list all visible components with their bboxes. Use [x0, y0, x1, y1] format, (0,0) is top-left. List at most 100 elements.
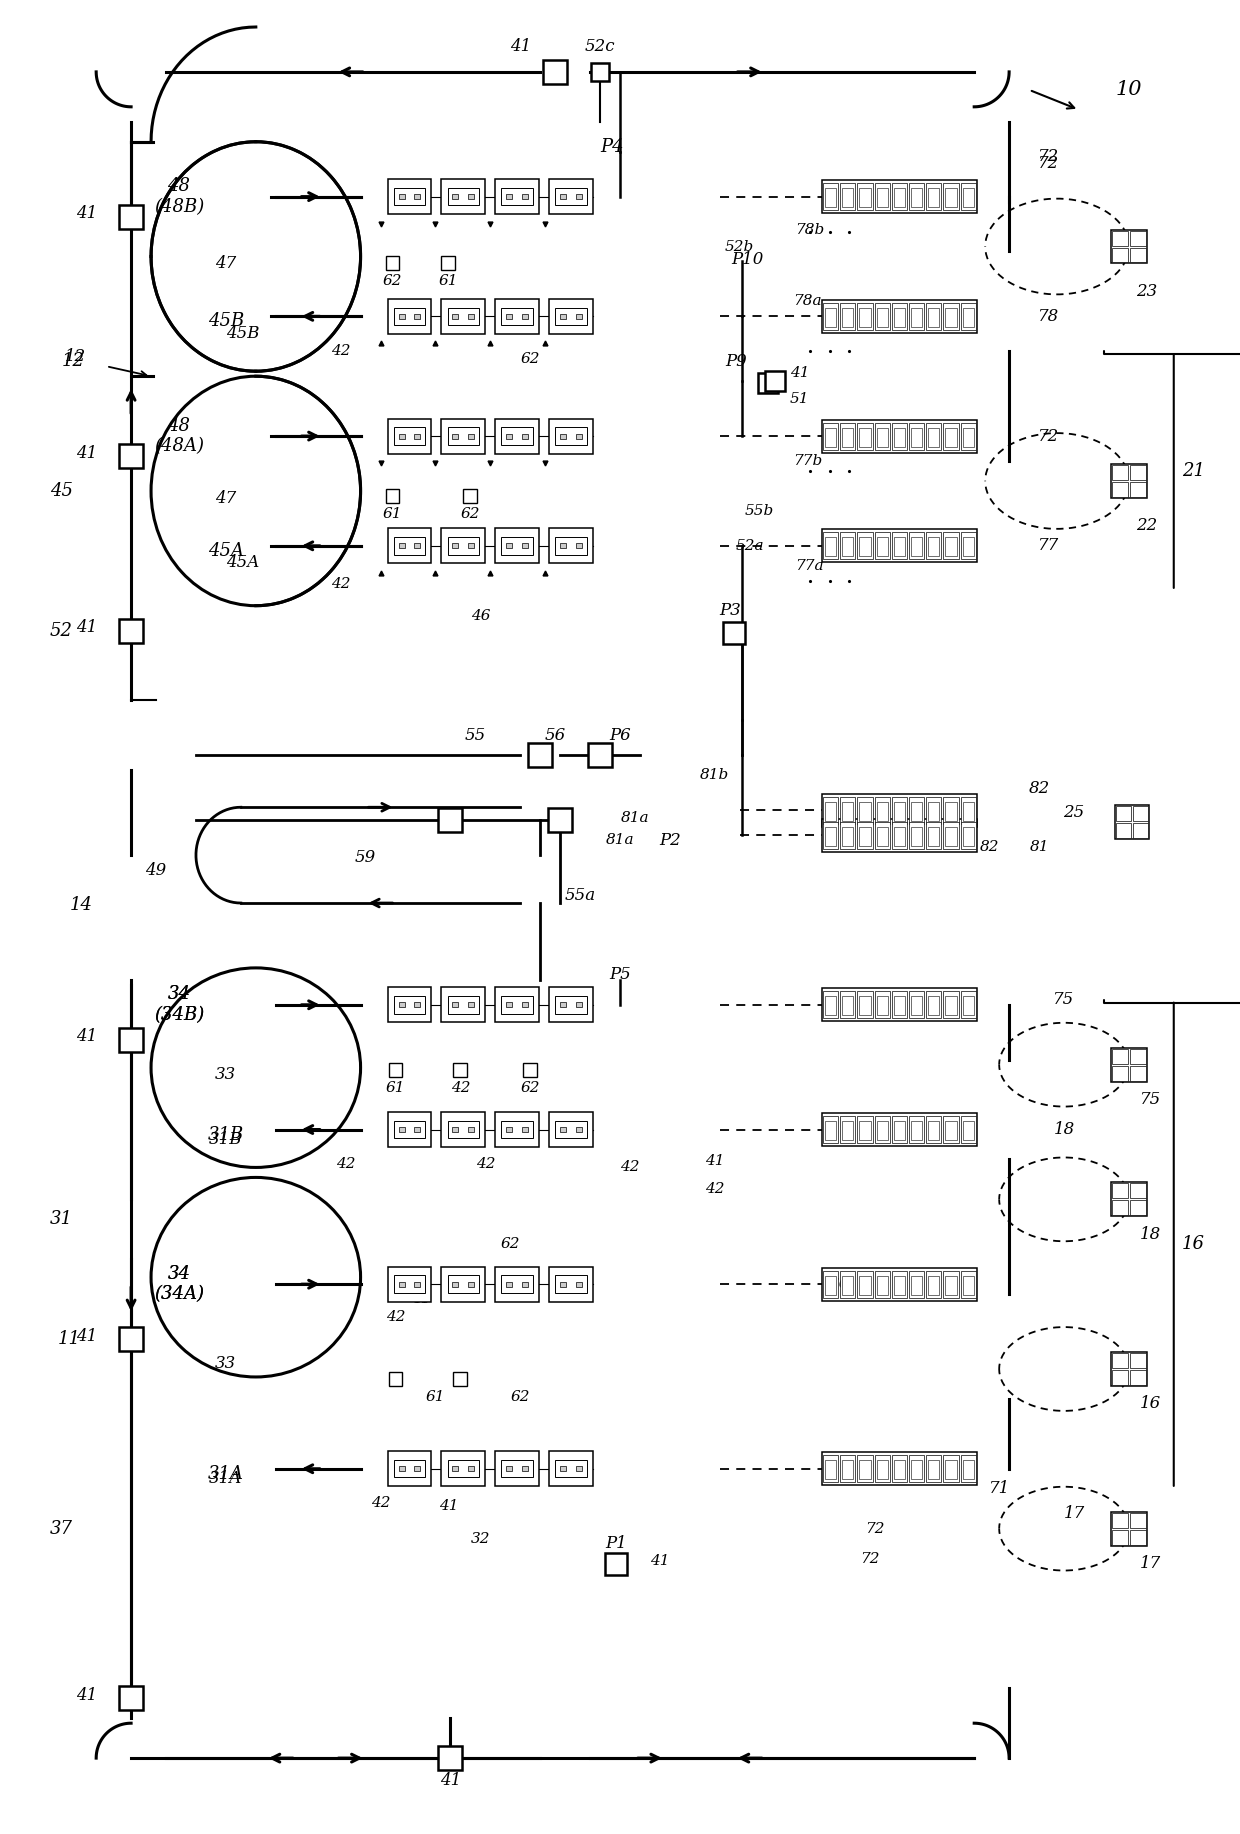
Text: 42: 42 — [620, 1161, 640, 1174]
Text: 45B: 45B — [208, 312, 244, 330]
Text: 59: 59 — [355, 849, 376, 866]
Text: 33: 33 — [216, 1355, 237, 1372]
Text: 12: 12 — [64, 348, 87, 365]
Bar — [909, 1456, 924, 1482]
Bar — [591, 62, 609, 81]
Bar — [859, 1121, 870, 1141]
Bar — [822, 180, 977, 213]
Bar — [945, 1121, 956, 1141]
Text: 34
(34B): 34 (34B) — [154, 985, 205, 1023]
Bar — [398, 433, 404, 438]
Bar — [556, 1460, 587, 1478]
Bar — [414, 1282, 420, 1287]
Bar — [119, 1685, 143, 1711]
Bar — [448, 308, 479, 325]
Bar — [842, 537, 853, 556]
Bar — [857, 532, 873, 559]
Bar — [877, 801, 888, 822]
Bar — [469, 1465, 474, 1471]
Bar — [892, 532, 906, 559]
Bar — [894, 827, 905, 845]
Bar — [857, 1271, 873, 1298]
Bar — [929, 827, 940, 845]
Bar — [894, 308, 905, 326]
Text: 41: 41 — [76, 1687, 97, 1704]
Bar — [911, 1276, 923, 1295]
Bar — [961, 992, 976, 1018]
Bar — [1111, 1511, 1147, 1546]
Text: 81: 81 — [1029, 840, 1049, 855]
Text: 42: 42 — [331, 345, 351, 358]
Text: P2: P2 — [658, 831, 681, 849]
Text: P10: P10 — [732, 251, 764, 268]
Bar — [926, 992, 941, 1018]
Bar — [859, 537, 870, 556]
Bar — [823, 1271, 838, 1298]
Bar — [549, 299, 593, 334]
Bar — [944, 1456, 959, 1482]
Text: 49: 49 — [145, 862, 166, 878]
Bar — [962, 427, 973, 446]
Bar — [398, 1465, 404, 1471]
Bar — [453, 194, 459, 200]
Bar — [441, 418, 485, 453]
Text: 12: 12 — [62, 352, 84, 370]
Bar — [495, 1451, 539, 1486]
Bar — [929, 1460, 940, 1480]
Bar — [877, 996, 888, 1016]
Bar — [892, 992, 906, 1018]
Bar — [926, 1117, 941, 1143]
Bar — [961, 1456, 976, 1482]
Bar — [560, 1003, 567, 1007]
Text: 42: 42 — [371, 1497, 391, 1509]
Bar — [894, 189, 905, 207]
Bar — [388, 180, 432, 215]
Bar — [909, 1271, 924, 1298]
Text: 42: 42 — [336, 1157, 356, 1172]
Text: 47: 47 — [216, 490, 237, 508]
Text: 16: 16 — [1182, 1236, 1205, 1253]
Text: 34
(34A): 34 (34A) — [154, 1265, 205, 1304]
Bar — [926, 183, 941, 211]
Text: 46: 46 — [470, 609, 490, 624]
Text: 62: 62 — [521, 1080, 539, 1095]
Bar — [874, 183, 890, 211]
Bar — [556, 427, 587, 446]
Bar — [560, 1128, 567, 1132]
Text: P1: P1 — [605, 1535, 627, 1552]
Bar — [556, 996, 587, 1014]
Text: 52: 52 — [50, 622, 73, 640]
Bar — [414, 314, 420, 319]
Text: 41: 41 — [76, 444, 97, 462]
Bar — [549, 528, 593, 563]
Bar — [501, 537, 533, 554]
Bar — [944, 822, 959, 849]
Bar — [877, 189, 888, 207]
Text: 18: 18 — [1053, 1121, 1075, 1139]
Text: 82: 82 — [1028, 779, 1050, 796]
Bar — [556, 1121, 587, 1139]
Bar — [398, 314, 404, 319]
Bar — [522, 314, 528, 319]
Text: 23: 23 — [1136, 282, 1157, 301]
Text: 45A: 45A — [208, 541, 244, 559]
Text: 56: 56 — [544, 726, 565, 745]
Bar — [841, 1456, 856, 1482]
Bar — [1116, 823, 1131, 838]
Bar — [501, 1121, 533, 1139]
Text: 48
(48A): 48 (48A) — [154, 416, 205, 455]
Bar — [577, 1128, 582, 1132]
Bar — [1130, 1066, 1146, 1080]
Bar — [892, 822, 906, 849]
Bar — [1133, 807, 1148, 822]
Text: 14: 14 — [69, 897, 93, 913]
Bar — [1130, 482, 1146, 497]
Bar — [398, 1282, 404, 1287]
Bar — [961, 796, 976, 823]
Bar — [1130, 466, 1146, 481]
Bar — [441, 1267, 485, 1302]
Bar — [961, 422, 976, 449]
Text: 45B: 45B — [226, 325, 259, 341]
Bar — [962, 801, 973, 822]
Bar — [388, 528, 432, 563]
